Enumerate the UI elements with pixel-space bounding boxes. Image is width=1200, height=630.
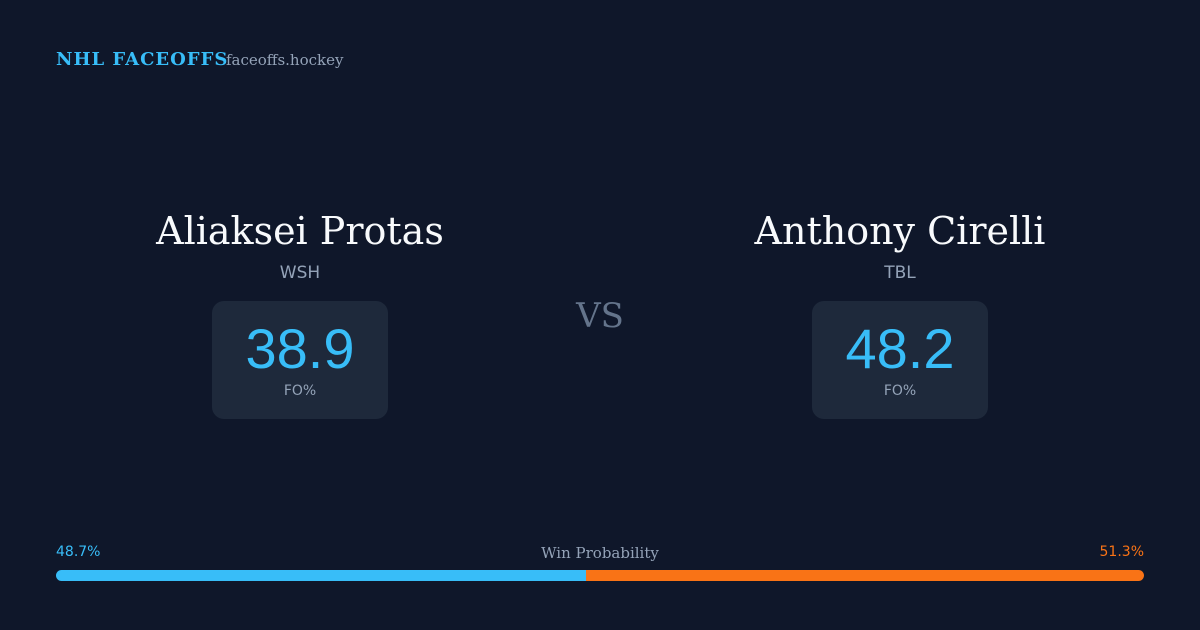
win-prob-left: 48.7% [56, 544, 101, 560]
win-prob-bar [56, 570, 1144, 581]
bar-segment [56, 570, 586, 581]
stat-box: 38.9 FO% [212, 301, 388, 419]
team: WSH [279, 263, 321, 283]
fo-label: FO% [883, 383, 917, 399]
player-name: Aliaksei Protas [156, 209, 444, 253]
win-prob-title: Win Probability [541, 544, 659, 562]
player-name: Anthony Cirelli [754, 209, 1046, 253]
team: TBL [884, 263, 916, 283]
site-url: faceoffs.hockey [226, 51, 344, 69]
stat-box: 48.2 FO% [812, 301, 988, 419]
win-prob-right: 51.3% [1099, 544, 1144, 560]
brand: NHL FACEOFFS [56, 49, 229, 70]
player-card: Anthony Cirelli TBL 48.2 FO% [650, 205, 1150, 419]
bar-segment [585, 570, 1144, 581]
fo-label: FO% [283, 383, 317, 399]
fo-value: 48.2 [845, 317, 955, 380]
fo-value: 38.9 [245, 317, 355, 380]
vs: VS [576, 296, 624, 336]
player-card: Aliaksei Protas WSH 38.9 FO% [50, 205, 550, 419]
